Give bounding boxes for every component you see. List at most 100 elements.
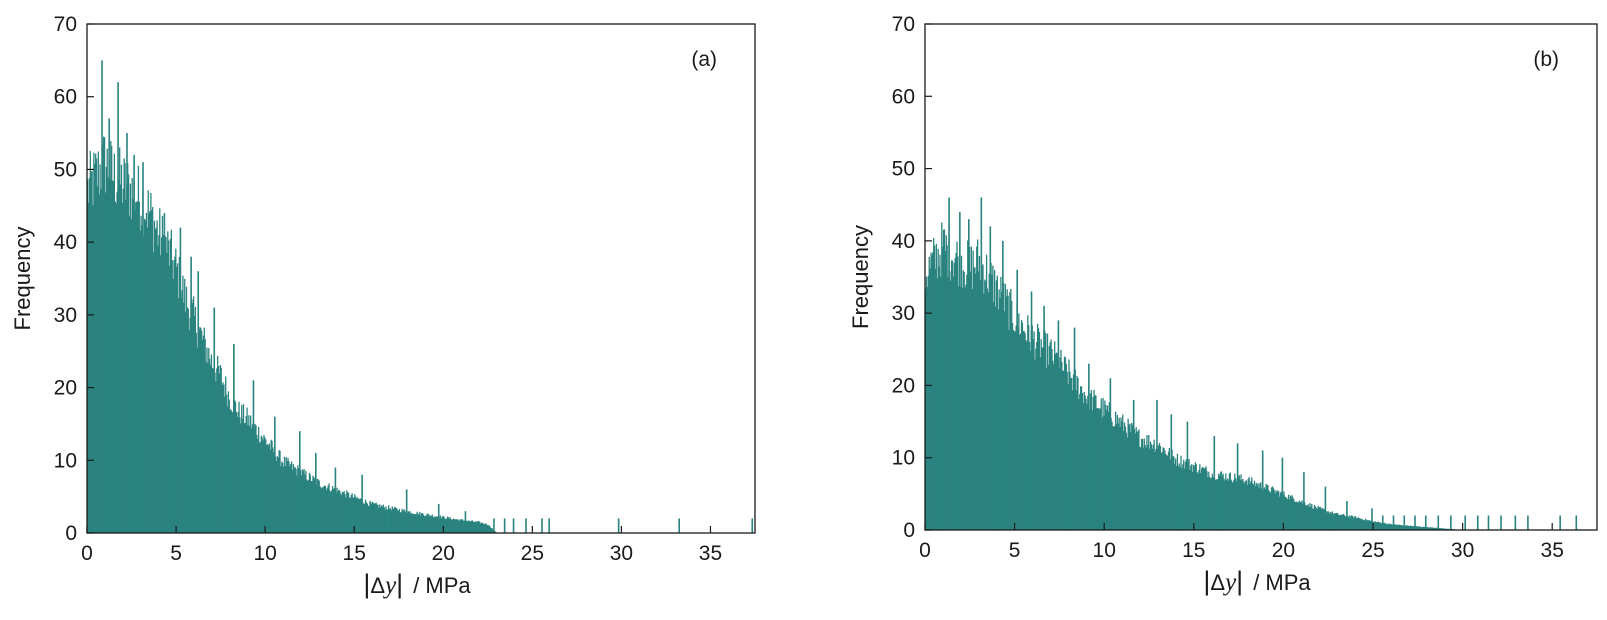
histogram-bar — [190, 256, 192, 533]
histogram-bar — [1312, 508, 1314, 530]
histogram-bar — [274, 416, 276, 533]
histogram-bar — [1078, 399, 1080, 530]
histogram-bar — [1091, 410, 1093, 530]
histogram-bar — [94, 163, 96, 534]
histogram-bar — [392, 508, 394, 533]
histogram-bar — [1070, 377, 1072, 530]
histogram-bar — [1136, 431, 1138, 530]
histogram-bar — [330, 492, 332, 533]
histogram-bar — [249, 426, 251, 533]
histogram-bar — [995, 280, 998, 530]
histogram-bar — [130, 219, 132, 533]
histogram-bar — [1361, 518, 1363, 530]
histogram-bar — [1140, 438, 1143, 530]
histogram-bar — [1012, 329, 1015, 530]
histogram-bar — [1211, 473, 1214, 530]
histogram-bar — [503, 518, 506, 533]
histogram-bar — [348, 497, 351, 533]
histogram-bar — [429, 515, 432, 533]
histogram-bar — [199, 327, 201, 533]
histogram-bar — [387, 509, 389, 533]
histogram-bar — [1300, 502, 1302, 530]
x-tick-label: 15 — [1182, 539, 1205, 562]
histogram-bar — [1225, 473, 1227, 530]
histogram-bar — [1411, 525, 1413, 530]
histogram-bar — [402, 511, 404, 533]
histogram-bar — [312, 475, 314, 533]
histogram-bar — [1049, 342, 1051, 530]
histogram-bar — [1227, 480, 1230, 530]
histogram-bar — [293, 467, 295, 533]
histogram-bar — [1339, 515, 1342, 530]
histogram-bar — [216, 368, 218, 533]
histogram-bar — [986, 288, 989, 530]
x-tick-label: 25 — [521, 542, 544, 565]
x-tick-label: 35 — [1541, 539, 1564, 562]
histogram-bar — [147, 190, 149, 533]
histogram-bar — [1359, 518, 1361, 530]
histogram-bar — [1424, 526, 1426, 530]
histogram-bar — [939, 254, 941, 530]
histogram-bar — [459, 519, 461, 533]
histogram-bar — [1440, 528, 1442, 530]
histogram-bar — [121, 203, 124, 533]
histogram-bar — [1436, 527, 1438, 530]
histogram-bar — [931, 255, 933, 530]
histogram-bar — [333, 488, 335, 533]
histogram-bar — [424, 515, 426, 533]
histogram-bar — [341, 491, 344, 533]
histogram-bar — [1426, 526, 1429, 530]
y-tick-label: 70 — [54, 13, 77, 36]
histogram-bar — [984, 279, 986, 530]
histogram-bar — [1281, 457, 1284, 530]
histogram-bar — [1428, 527, 1430, 530]
x-tick-label: 10 — [1093, 539, 1116, 562]
histogram-bar — [1373, 522, 1375, 530]
histogram-bar — [1336, 512, 1338, 530]
histogram-bar — [1219, 472, 1222, 530]
histogram-bar — [1253, 480, 1256, 530]
histogram-bar — [461, 519, 463, 533]
histogram-bar — [1416, 526, 1418, 530]
histogram-bar — [1254, 486, 1257, 530]
histogram-bar — [288, 461, 290, 533]
histogram-bar — [1386, 523, 1388, 530]
histogram-bar — [1251, 477, 1253, 530]
histogram-bar — [1367, 520, 1369, 530]
histogram-bar — [441, 517, 443, 533]
histogram-bar — [453, 519, 456, 533]
histogram-bar — [235, 412, 238, 533]
histogram-bar — [1026, 341, 1028, 530]
histogram-bar — [276, 456, 278, 533]
histogram-bar — [359, 498, 361, 533]
histogram-bar — [1360, 518, 1362, 530]
histogram-bar — [1413, 526, 1415, 530]
histogram-bar — [1007, 295, 1009, 530]
histogram-bar — [1174, 458, 1177, 530]
histogram-bar — [319, 486, 321, 533]
histogram-bar — [1114, 426, 1116, 530]
histogram-bar — [458, 521, 460, 533]
histogram-bar — [116, 192, 118, 533]
histogram-bar — [548, 518, 550, 533]
histogram-bar — [339, 493, 342, 533]
histogram-bar — [1117, 423, 1119, 530]
histogram-bar — [295, 468, 297, 533]
histogram-bar — [1096, 408, 1098, 530]
histogram-bar — [1039, 357, 1041, 530]
histogram-bar — [1362, 519, 1364, 530]
histogram-bar — [237, 411, 239, 533]
histogram-bar — [183, 302, 185, 533]
histogram-bar — [486, 525, 489, 533]
histogram-bar — [142, 162, 144, 533]
histogram-bar — [184, 278, 186, 533]
histogram-bar — [356, 497, 359, 533]
histogram-bar — [182, 275, 184, 533]
histogram-bar — [213, 307, 216, 533]
histogram-bar — [487, 525, 490, 533]
histogram-bar — [1175, 466, 1178, 530]
histogram-bar — [357, 498, 360, 533]
histogram-bar — [310, 481, 312, 533]
histogram-bar — [315, 453, 317, 533]
histogram-bar — [1099, 408, 1102, 530]
